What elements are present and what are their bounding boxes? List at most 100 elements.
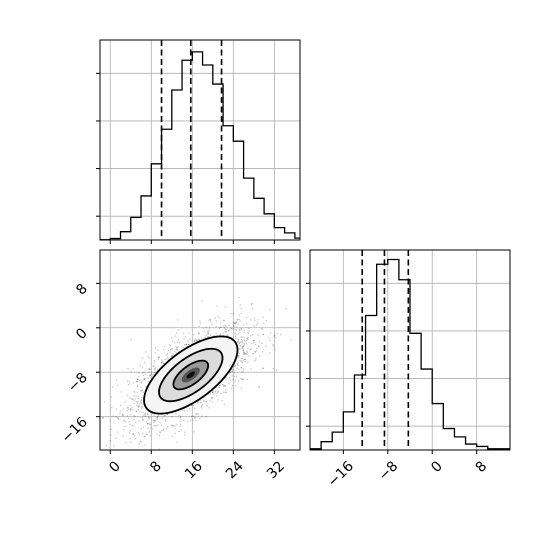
joint-scatter-point [241, 336, 244, 338]
joint-scatter-point [186, 343, 188, 346]
joint-scatter-point [195, 340, 198, 342]
joint-scatter-point [250, 303, 253, 305]
joint-scatter-point [207, 331, 209, 333]
joint-scatter-point [221, 383, 223, 385]
joint-scatter-point [255, 359, 257, 361]
joint-scatter-point [142, 391, 144, 394]
joint-scatter-point [229, 379, 231, 381]
joint-scatter-point [140, 399, 143, 401]
joint-scatter-point [259, 355, 261, 357]
joint-scatter-point [141, 357, 144, 359]
joint-scatter-point [185, 344, 187, 346]
joint-scatter-point [140, 386, 142, 389]
joint-scatter-point [205, 326, 208, 329]
joint-scatter-point [242, 349, 245, 351]
joint-scatter-point [122, 414, 124, 416]
joint-scatter-point [140, 382, 143, 384]
joint-scatter-point [238, 368, 240, 370]
joint-scatter-point [233, 375, 235, 377]
joint-scatter-point [137, 395, 139, 397]
joint-scatter-point [133, 390, 135, 392]
joint-scatter-point [127, 407, 129, 409]
joint-scatter-point [233, 371, 235, 374]
joint-scatter-point [195, 339, 197, 341]
joint-scatter-point [167, 356, 169, 358]
joint-scatter-point [203, 399, 205, 401]
joint-scatter-point [255, 324, 258, 326]
joint-scatter-point [247, 332, 249, 334]
joint-scatter-point [209, 318, 211, 320]
joint-scatter-point [122, 408, 124, 410]
joint-scatter-point [247, 338, 249, 341]
joint-scatter-point [171, 424, 174, 427]
joint-scatter-point [135, 410, 138, 412]
joint-scatter-point [244, 352, 246, 355]
joint-scatter-point [124, 425, 126, 428]
joint-scatter-point [167, 358, 170, 360]
joint-scatter-point [206, 404, 208, 406]
joint-scatter-point [152, 419, 154, 421]
joint-scatter-point [256, 347, 258, 349]
marginal-y-quantiles [361, 250, 410, 450]
joint-scatter-point [117, 416, 119, 419]
joint-scatter-point [232, 322, 235, 324]
joint-scatter-point [274, 334, 276, 336]
joint-scatter-point [253, 339, 256, 342]
joint-scatter-point [150, 427, 152, 429]
joint-scatter-point [141, 405, 143, 408]
joint-scatter-point [148, 368, 151, 370]
joint-scatter-point [238, 296, 240, 299]
joint-scatter-point [225, 331, 227, 333]
joint-scatter-point [208, 319, 210, 321]
joint-scatter-point [231, 369, 233, 371]
joint-scatter-point [127, 380, 129, 382]
joint-scatter-point [222, 325, 225, 327]
joint-scatter-point [238, 342, 240, 344]
joint-scatter-point [154, 371, 156, 374]
joint-scatter-point [255, 343, 257, 346]
joint-scatter-point [237, 357, 239, 359]
joint-scatter-point [241, 378, 243, 380]
marginal-x-ticks [96, 72, 275, 244]
joint-scatter-point [167, 349, 169, 352]
joint-scatter-point [211, 323, 213, 326]
joint-scatter-point [153, 414, 155, 416]
joint-scatter-point [216, 395, 218, 397]
joint-scatter-point [153, 419, 155, 422]
marginal-x-panel [96, 39, 301, 244]
joint-scatter-point [171, 337, 173, 339]
joint-scatter-point [171, 355, 173, 358]
joint-scatter-point [156, 416, 158, 419]
joint-scatter-point [156, 424, 158, 427]
joint-scatter-point [216, 305, 218, 307]
joint-scatter-point [221, 399, 223, 402]
joint-scatter-point [238, 314, 240, 316]
joint-scatter-point [248, 329, 250, 332]
joint-scatter-point [262, 333, 264, 336]
joint-scatter-point [223, 327, 225, 329]
joint-scatter-point [163, 415, 165, 417]
joint-scatter-point [123, 429, 125, 431]
joint-scatter-point [154, 369, 156, 371]
joint-scatter-point [148, 418, 150, 420]
joint-scatter-point [203, 330, 205, 332]
joint-scatter-point [241, 371, 243, 373]
joint-scatter-point [240, 312, 242, 315]
joint-scatter-point [158, 448, 160, 450]
joint-scatter-point [138, 443, 141, 445]
joint-scatter-point [132, 409, 134, 411]
joint-scatter-point [111, 386, 114, 388]
joint-scatter-point [217, 315, 219, 317]
joint-scatter-point [233, 323, 236, 325]
joint-scatter-point [203, 327, 205, 329]
joint-scatter-point [129, 414, 132, 416]
joint-scatter-point [223, 403, 226, 406]
joint-scatter-point [154, 420, 156, 423]
joint-scatter-point [140, 401, 142, 404]
joint-scatter-point [147, 377, 149, 379]
joint-scatter-point [240, 338, 242, 341]
joint-scatter-point [207, 333, 209, 335]
joint-scatter-point [240, 366, 243, 369]
joint-scatter-point [217, 391, 219, 393]
